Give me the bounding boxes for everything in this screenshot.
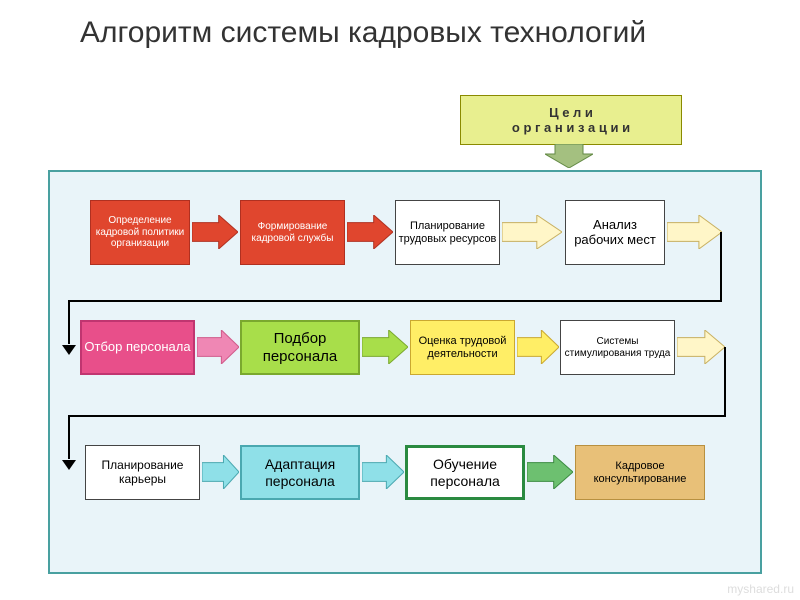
arrow-r0-2: [502, 215, 562, 254]
goals-line1: Ц е л и: [461, 105, 681, 120]
connector-tri-3: [62, 342, 76, 360]
connector-6: [68, 415, 70, 459]
node-n11: Обучение персонала: [405, 445, 525, 500]
node-n10: Адаптация персонала: [240, 445, 360, 500]
arrow-r1-2: [517, 330, 559, 369]
node-n3: Планирование трудовых ресурсов: [395, 200, 500, 265]
goals-line2: о р г а н и з а ц и и: [461, 120, 681, 135]
node-n9: Планирование карьеры: [85, 445, 200, 500]
watermark: myshared.ru: [727, 582, 794, 596]
node-n6: Подбор персонала: [240, 320, 360, 375]
connector-tri-7: [62, 457, 76, 475]
page-title: Алгоритм системы кадровых технологий: [80, 15, 646, 51]
arrow-r1-0: [197, 330, 239, 369]
goals-arrow-icon: [545, 144, 593, 168]
node-n4: Анализ рабочих мест: [565, 200, 665, 265]
connector-4: [68, 415, 726, 417]
node-n7: Оценка трудовой деятельности: [410, 320, 515, 375]
arrow-r1-1: [362, 330, 408, 369]
arrow-r1-3: [677, 330, 725, 369]
arrow-r0-0: [192, 215, 238, 254]
arrow-r2-1: [362, 455, 404, 494]
arrow-r0-3: [667, 215, 722, 254]
node-n8: Системы стимулирования труда: [560, 320, 675, 375]
node-n12: Кадровое консультирование: [575, 445, 705, 500]
node-n1: Определение кадровой политики организаци…: [90, 200, 190, 265]
goals-box: Ц е л и о р г а н и з а ц и и: [460, 95, 682, 145]
arrow-r2-0: [202, 455, 239, 494]
connector-0: [68, 300, 722, 302]
node-n2: Формирование кадровой службы: [240, 200, 345, 265]
node-n5: Отбор персонала: [80, 320, 195, 375]
arrow-r2-2: [527, 455, 573, 494]
arrow-r0-1: [347, 215, 393, 254]
connector-2: [68, 300, 70, 344]
connector-5: [724, 347, 726, 417]
connector-1: [720, 232, 722, 302]
